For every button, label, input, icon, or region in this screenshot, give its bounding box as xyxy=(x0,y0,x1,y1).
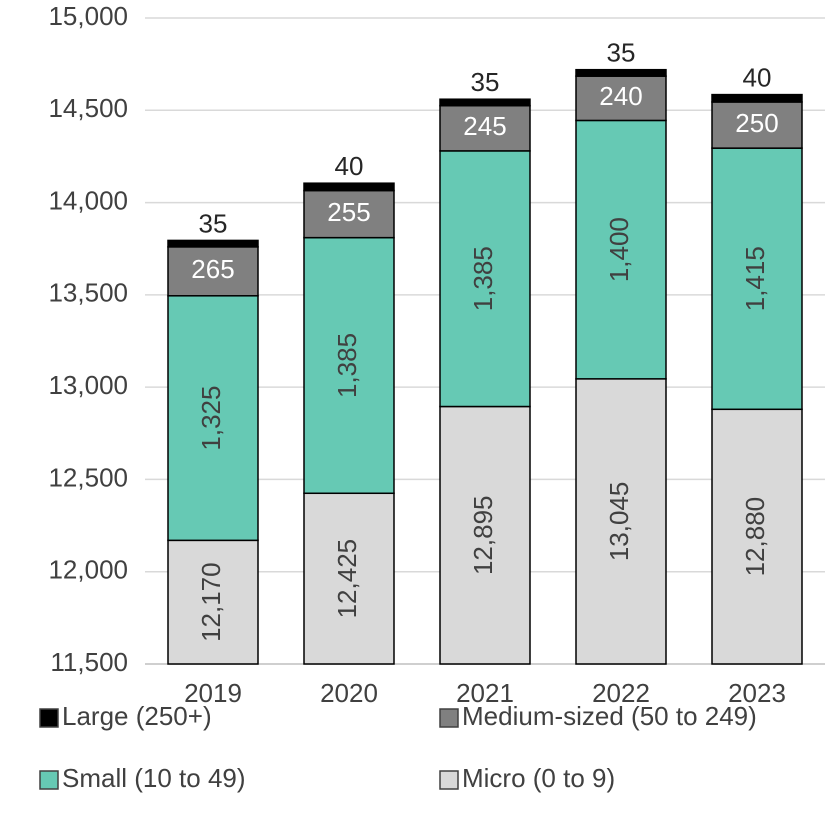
y-tick-label: 11,500 xyxy=(50,647,128,677)
x-tick-label: 2020 xyxy=(320,678,378,708)
data-label: 265 xyxy=(191,254,234,284)
bar-segment xyxy=(167,295,259,542)
data-label: 1,400 xyxy=(604,217,634,282)
data-label: 1,385 xyxy=(332,333,362,398)
y-tick-label: 13,000 xyxy=(48,370,128,400)
data-label: 12,425 xyxy=(332,539,362,619)
bar-segment xyxy=(711,101,803,149)
x-tick-label: 2022 xyxy=(592,678,650,708)
bar-segment xyxy=(439,98,531,107)
data-label: 13,045 xyxy=(604,482,634,562)
bar-segment xyxy=(575,75,667,122)
y-tick-label: 14,500 xyxy=(48,93,128,123)
y-tick-label: 15,000 xyxy=(48,1,128,31)
data-label: 40 xyxy=(335,151,364,181)
bar-segment xyxy=(167,539,259,665)
data-label: 12,895 xyxy=(468,495,498,575)
legend-swatch xyxy=(439,770,459,790)
legend-label: Small (10 to 49) xyxy=(62,763,246,793)
data-label: 12,880 xyxy=(740,497,770,577)
bar-segment xyxy=(439,104,531,152)
data-label: 250 xyxy=(735,108,778,138)
data-label: 40 xyxy=(743,62,772,92)
bar-segment xyxy=(303,182,395,192)
y-tick-label: 12,500 xyxy=(48,462,128,492)
data-label: 35 xyxy=(471,67,500,97)
bar-segment xyxy=(167,239,259,248)
bar-segment xyxy=(303,236,395,495)
legend-label: Micro (0 to 9) xyxy=(462,763,615,793)
bar-segment xyxy=(575,119,667,380)
data-label: 35 xyxy=(199,208,228,238)
bar-segment xyxy=(575,68,667,77)
bar-segment xyxy=(303,492,395,665)
bar-segment xyxy=(575,378,667,665)
bar-segment xyxy=(439,405,531,665)
data-label: 255 xyxy=(327,197,370,227)
bar-segment xyxy=(439,150,531,408)
data-label: 245 xyxy=(463,111,506,141)
legend-swatch xyxy=(439,708,459,728)
x-tick-label: 2021 xyxy=(456,678,514,708)
bar-segment xyxy=(167,246,259,297)
data-label: 240 xyxy=(599,81,642,111)
legend-swatch xyxy=(39,770,59,790)
x-tick-label: 2019 xyxy=(184,678,242,708)
legend-label: Medium-sized (50 to 249) xyxy=(462,701,757,731)
y-tick-label: 13,500 xyxy=(48,278,128,308)
bar-segment xyxy=(711,408,803,665)
bar-segment xyxy=(711,147,803,411)
y-tick-label: 12,000 xyxy=(48,555,128,585)
data-label: 1,325 xyxy=(196,386,226,451)
data-label: 12,170 xyxy=(196,562,226,642)
legend-swatch xyxy=(39,708,59,728)
x-tick-label: 2023 xyxy=(728,678,786,708)
data-label: 35 xyxy=(607,38,636,68)
legend-label: Large (250+) xyxy=(62,701,212,731)
data-label: 1,415 xyxy=(740,246,770,311)
y-tick-label: 14,000 xyxy=(48,185,128,215)
data-label: 1,385 xyxy=(468,246,498,311)
bar-segment xyxy=(711,93,803,103)
